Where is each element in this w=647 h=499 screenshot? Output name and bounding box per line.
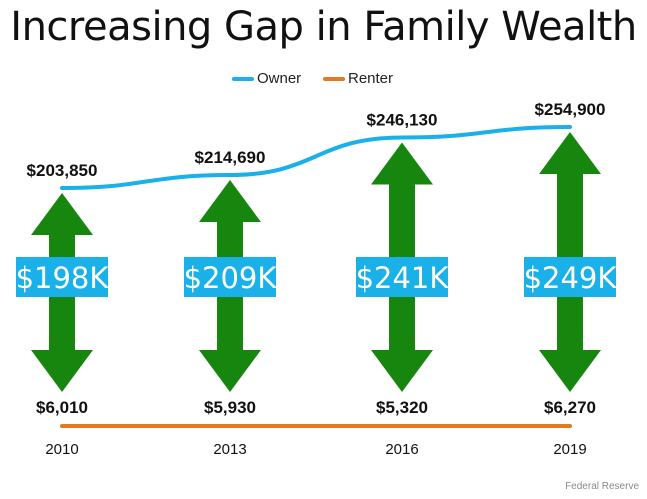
- legend-label-owner: Owner: [257, 70, 302, 87]
- legend: Owner Renter: [0, 70, 647, 90]
- legend-swatch-renter: [323, 76, 345, 81]
- x-tick-label: 2010: [45, 441, 78, 458]
- renter-value-label: $6,010: [36, 398, 88, 417]
- x-tick-label: 2019: [553, 441, 586, 458]
- gap-label-box-2019: [524, 257, 616, 297]
- renter-value-label: $5,930: [204, 398, 256, 417]
- legend-item-renter: Renter: [323, 70, 393, 87]
- gap-label-2010: $198K: [16, 261, 110, 295]
- owner-value-label: $246,130: [367, 110, 438, 129]
- gap-label-2013: $209K: [184, 261, 278, 295]
- chart-title: Increasing Gap in Family Wealth: [10, 4, 637, 50]
- owner-value-label: $214,690: [195, 148, 266, 167]
- owner-value-label: $203,850: [27, 161, 98, 180]
- owner-value-label: $254,900: [535, 100, 606, 119]
- legend-item-owner: Owner: [232, 70, 301, 87]
- gap-label-2016: $241K: [356, 261, 450, 295]
- legend-label-renter: Renter: [348, 70, 394, 87]
- source-note: Federal Reserve: [565, 481, 639, 492]
- legend-swatch-owner: [232, 76, 254, 81]
- gap-label-2019: $249K: [524, 261, 618, 295]
- renter-value-label: $5,320: [376, 398, 428, 417]
- gap-label-box-2016: [356, 257, 448, 297]
- x-tick-label: 2016: [385, 441, 418, 458]
- x-tick-label: 2013: [213, 441, 246, 458]
- renter-value-label: $6,270: [544, 398, 596, 417]
- gap-label-box-2010: [16, 257, 108, 297]
- gap-label-box-2013: [184, 257, 276, 297]
- series-line-owner: [60, 125, 572, 190]
